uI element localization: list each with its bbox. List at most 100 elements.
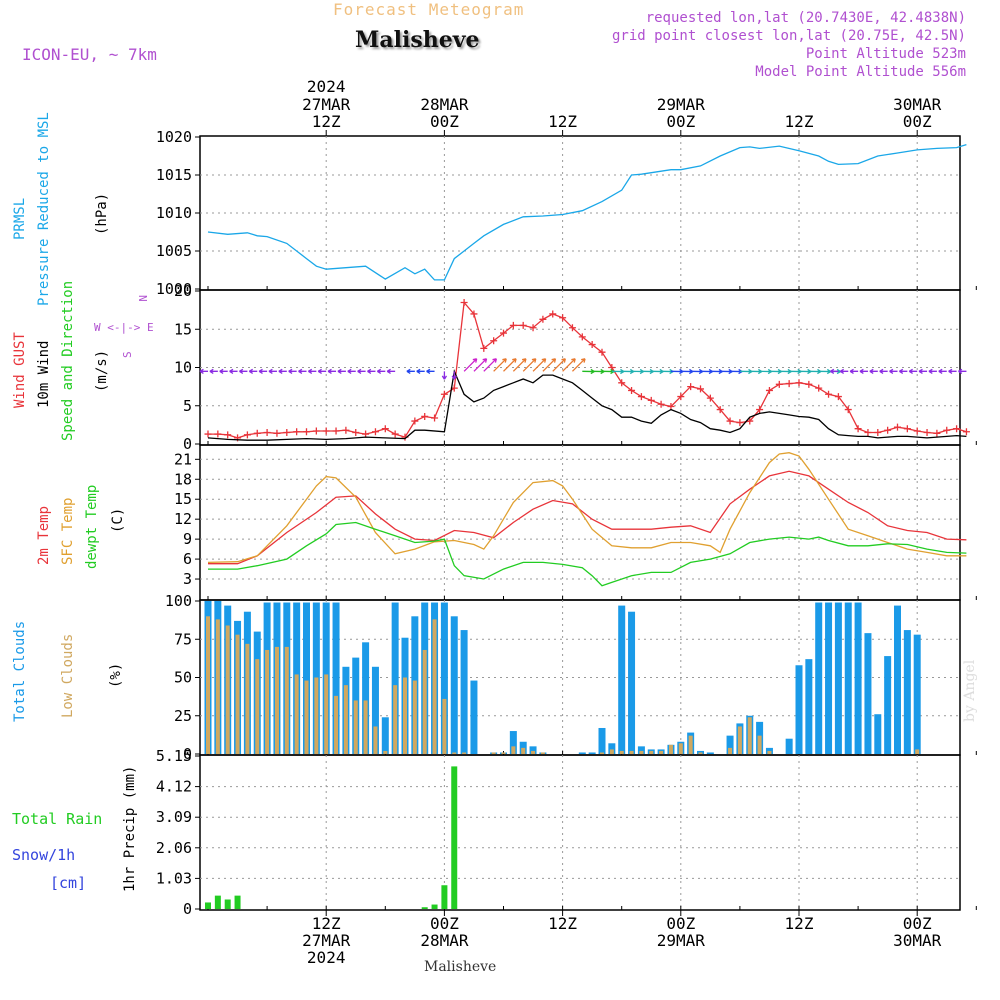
gust-point	[775, 380, 783, 388]
bar-low-clouds	[767, 750, 772, 754]
gust-point	[312, 427, 320, 435]
gust-point	[618, 379, 626, 387]
wind-10m-label: 10m Wind	[36, 341, 52, 408]
gust-point	[253, 429, 261, 437]
bar-low-clouds	[255, 659, 260, 754]
gust-point	[322, 427, 330, 435]
bar-low-clouds	[678, 743, 683, 754]
bar-total-clouds	[815, 602, 823, 754]
wind-arrow	[451, 371, 457, 380]
bottom-time-label: 29MAR	[657, 931, 706, 950]
bar-total-rain	[234, 895, 241, 909]
bar-low-clouds	[462, 752, 467, 754]
y-tick-label: 15	[174, 320, 192, 338]
gust-point	[667, 403, 675, 411]
y-tick-label: 4.12	[156, 778, 192, 796]
bar-low-clouds	[915, 749, 920, 754]
gust-point	[628, 386, 636, 394]
compass-s: S	[121, 351, 134, 358]
gust-point	[884, 426, 892, 434]
bar-low-clouds	[688, 735, 693, 754]
wind-arrow	[839, 368, 849, 374]
gust-point	[874, 429, 882, 437]
wind-arrow	[357, 368, 366, 374]
y-tick-label: 1000	[156, 280, 192, 298]
panel-frame-precipitation	[199, 754, 961, 911]
wind-gust-label: Wind GUST	[12, 332, 28, 408]
location-title: Malisheve	[355, 27, 480, 53]
y-tick-label: 1010	[156, 204, 192, 222]
gust-point	[568, 324, 576, 332]
bar-low-clouds	[609, 749, 614, 754]
bar-low-clouds	[304, 680, 309, 754]
gust-point	[726, 417, 734, 425]
bar-total-clouds	[628, 611, 636, 754]
gust-point	[736, 419, 744, 427]
wind-arrow	[298, 368, 307, 374]
bar-total-rain	[205, 902, 211, 909]
bottom-time-label: 28MAR	[420, 931, 469, 950]
top-time-label: 12Z	[785, 112, 814, 131]
wind-arrow	[899, 368, 908, 374]
bar-total-clouds	[874, 714, 882, 754]
y-tick-label: 50	[174, 669, 192, 687]
bar-low-clouds	[757, 735, 762, 754]
wind-arrow	[938, 368, 947, 374]
bottom-time-label: 12Z	[312, 914, 341, 933]
wind-arrow	[239, 368, 248, 374]
wind-arrow	[386, 368, 396, 374]
bar-total-clouds	[371, 666, 379, 754]
wind-arrow	[229, 368, 238, 374]
bar-low-clouds	[531, 750, 536, 754]
y-tick-label: 0	[183, 745, 192, 763]
bar-low-clouds	[747, 717, 752, 754]
model-label: ICON-EU, ~ 7km	[22, 45, 157, 64]
wind-arrow	[571, 358, 586, 372]
bar-total-clouds	[834, 602, 842, 754]
wind-arrow	[473, 358, 488, 372]
wind-arrow	[830, 368, 839, 374]
gust-point	[864, 429, 872, 437]
total-rain-label: Total Rain	[12, 810, 102, 828]
pressure-side-labels: PRMSL Pressure Reduced to MSL (hPa)	[12, 112, 110, 306]
wind-arrow	[278, 368, 287, 374]
gust-point	[509, 321, 517, 329]
gust-point	[805, 380, 813, 388]
snow-label: Snow/1h	[12, 846, 75, 864]
bar-total-rain	[431, 904, 438, 909]
bottom-time-label: 30MAR	[893, 931, 942, 950]
series-line-dewpt-temp	[208, 521, 967, 587]
bar-low-clouds	[334, 695, 339, 754]
gust-point	[519, 321, 527, 329]
gust-point	[746, 417, 754, 425]
y-tick-label: 75	[174, 630, 192, 648]
top-time-label: 00Z	[430, 112, 459, 131]
bar-low-clouds	[245, 643, 250, 754]
bar-total-clouds	[608, 743, 616, 754]
bar-total-clouds	[470, 680, 478, 754]
wind-arrow	[889, 368, 898, 374]
bar-total-clouds	[894, 605, 901, 754]
y-tick-label: 18	[174, 470, 192, 488]
bar-low-clouds	[225, 625, 230, 754]
bar-total-clouds	[332, 602, 340, 754]
pressure-label-msl: Pressure Reduced to MSL	[36, 112, 52, 306]
gust-point	[332, 427, 340, 435]
bar-total-clouds	[854, 602, 862, 754]
total-clouds-label: Total Clouds	[12, 621, 28, 722]
gust-point	[588, 341, 596, 349]
wind-arrow	[483, 358, 498, 372]
y-tick-label: 6	[183, 550, 192, 568]
gust-point	[923, 429, 931, 437]
bottom-time-label: 00Z	[666, 914, 695, 933]
bar-low-clouds	[383, 750, 388, 754]
top-time-label: 27MAR	[302, 95, 351, 114]
bar-total-clouds	[913, 634, 921, 754]
wind-arrow	[317, 368, 327, 374]
gust-point	[706, 394, 714, 402]
bar-total-clouds	[381, 717, 389, 754]
bar-low-clouds	[412, 680, 417, 754]
top-time-label: 12Z	[548, 112, 577, 131]
bottom-time-label: 27MAR	[302, 931, 351, 950]
